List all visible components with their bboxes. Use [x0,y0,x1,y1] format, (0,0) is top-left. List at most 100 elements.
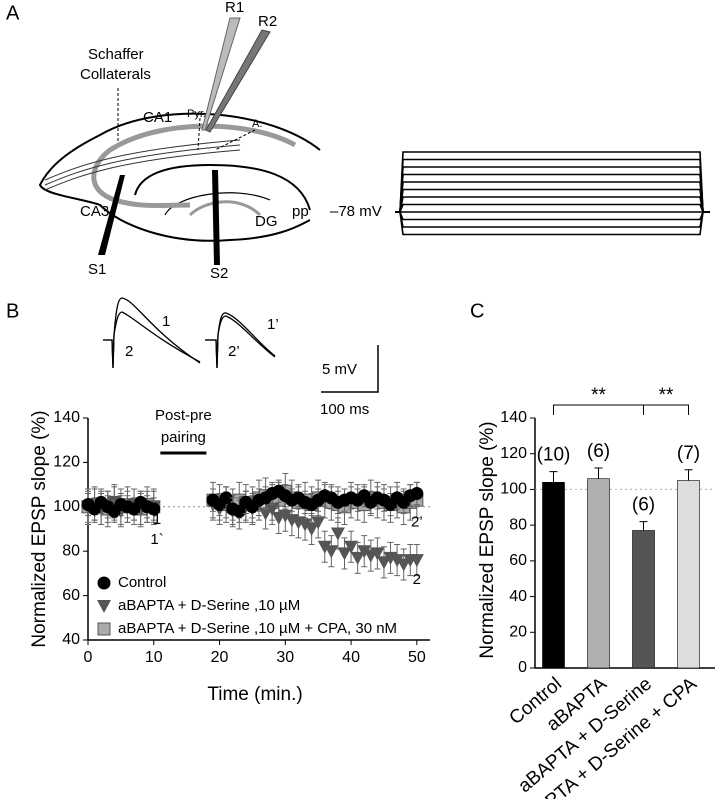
schaffer-fibers [44,139,241,191]
x-tick-label: 50 [408,649,426,666]
y-tick-label: 0 [518,659,527,676]
n-label: (6) [587,441,610,462]
marker [376,556,391,570]
electrode-label: R1 [225,0,244,16]
panel-letter: B [6,300,19,322]
y-tick-label: 100 [53,498,80,515]
region-label: DG [255,213,278,230]
error-bar [684,469,693,481]
scale-bar-label: 100 ms [320,401,369,418]
panel-letter: C [470,300,484,322]
marker [370,547,385,561]
significance-bracket [553,404,644,415]
y-tick-label: 60 [62,587,80,604]
annotation: 1` [150,531,163,548]
marker [278,509,293,523]
region-label: CA3 [80,203,109,220]
significance-label: ** [591,385,606,406]
trace-label: 2’ [228,343,240,360]
pyramidal-layer [91,123,297,217]
y-axis-title: Normalized EPSP slope (%) [29,410,50,647]
x-tick-label: 20 [211,649,229,666]
legend-label: aBAPTA + D-Serine ,10 µM [118,597,300,614]
marker [324,545,339,559]
marker [330,527,345,541]
step-trace [395,211,710,236]
legend-label: Control [118,574,166,591]
bar [632,530,655,669]
y-tick-label: 100 [500,481,527,498]
schaffer-label: Collaterals [80,66,151,83]
voltage-steps [395,151,710,236]
hippocampus-sketch [38,112,321,242]
holding-potential: –78 mV [330,203,382,220]
y-tick-label: 40 [509,588,527,605]
region-label: pp [292,203,309,220]
x-tick-label: 30 [276,649,294,666]
annotation: 2 [413,571,421,588]
cell-label: Pyr. [187,108,206,120]
legend-marker [97,576,111,590]
stimulator-label: S2 [210,265,228,282]
marker [298,518,313,532]
bar [587,478,610,669]
y-tick-label: 120 [53,454,80,471]
marker [390,554,405,568]
significance-label: ** [659,385,674,406]
y-tick-label: 80 [509,516,527,533]
y-tick-label: 80 [62,542,80,559]
x-tick-label: 0 [84,649,93,666]
legend-marker [97,600,111,613]
marker [337,547,352,561]
scale-bar-label: 5 mV [322,361,357,378]
marker [311,516,326,530]
error-bar [594,467,603,479]
marker [396,558,411,572]
step-trace [395,173,710,213]
marker [350,551,365,565]
cell-label: A. [252,118,262,130]
schaffer-label: Schaffer [88,46,144,63]
marker [232,504,246,518]
legend-marker [97,622,111,636]
x-tick-label: 40 [342,649,360,666]
trace-label: 2 [125,343,133,360]
marker [258,507,273,521]
error-bar [639,521,648,531]
pairing-label: pairing [161,429,206,446]
legend-label: aBAPTA + D-Serine ,10 µM + CPA, 30 nM [118,620,397,637]
marker [265,503,280,517]
annotation: 2’ [411,513,423,530]
y-tick-label: 20 [509,624,527,641]
step-trace [395,211,710,221]
y-tick-label: 60 [509,552,527,569]
marker [219,491,233,505]
marker [344,540,359,554]
panel-letter: A [6,2,20,24]
electrode-label: R2 [258,13,277,30]
step-trace [395,188,710,213]
marker [304,523,319,536]
bar [677,480,700,669]
pairing-label: Post-pre [155,407,212,424]
trace-label: 1’ [267,316,279,333]
marker [317,540,332,554]
stimulator-label: S1 [88,261,106,278]
marker [410,486,424,500]
electrodes [98,17,271,265]
marker [357,545,372,559]
annotation: 1 [153,511,161,528]
trace-label: 1 [162,313,170,330]
bar [542,481,565,669]
y-tick-label: 140 [500,409,527,426]
y-axis-title: Normalized EPSP slope (%) [477,421,498,658]
y-tick-label: 120 [500,445,527,462]
n-label: (6) [632,495,655,516]
n-label: (10) [537,445,571,466]
epsp-traces [103,297,379,393]
y-tick-label: 140 [53,409,80,426]
marker [409,554,424,568]
marker [147,502,161,516]
